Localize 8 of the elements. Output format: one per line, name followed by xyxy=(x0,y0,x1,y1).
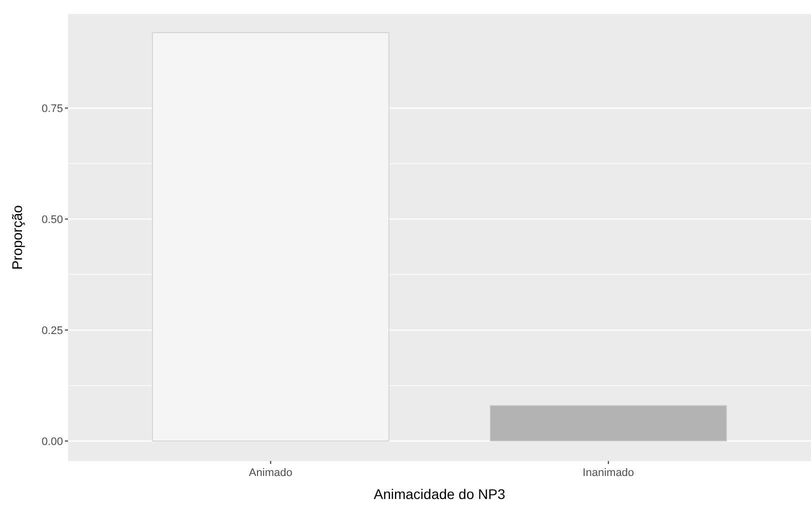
y-tick-label: 0.00 xyxy=(42,436,63,448)
y-tick-label: 0.75 xyxy=(42,102,63,115)
x-tick-label: Inanimado xyxy=(582,467,634,479)
x-axis-title: Animacidade do NP3 xyxy=(374,486,506,502)
y-tick-label: 0.25 xyxy=(42,324,63,337)
y-tick-label: 0.50 xyxy=(42,214,63,226)
y-axis-title: Proporção xyxy=(9,204,25,270)
x-tick-label: Animado xyxy=(248,467,292,479)
